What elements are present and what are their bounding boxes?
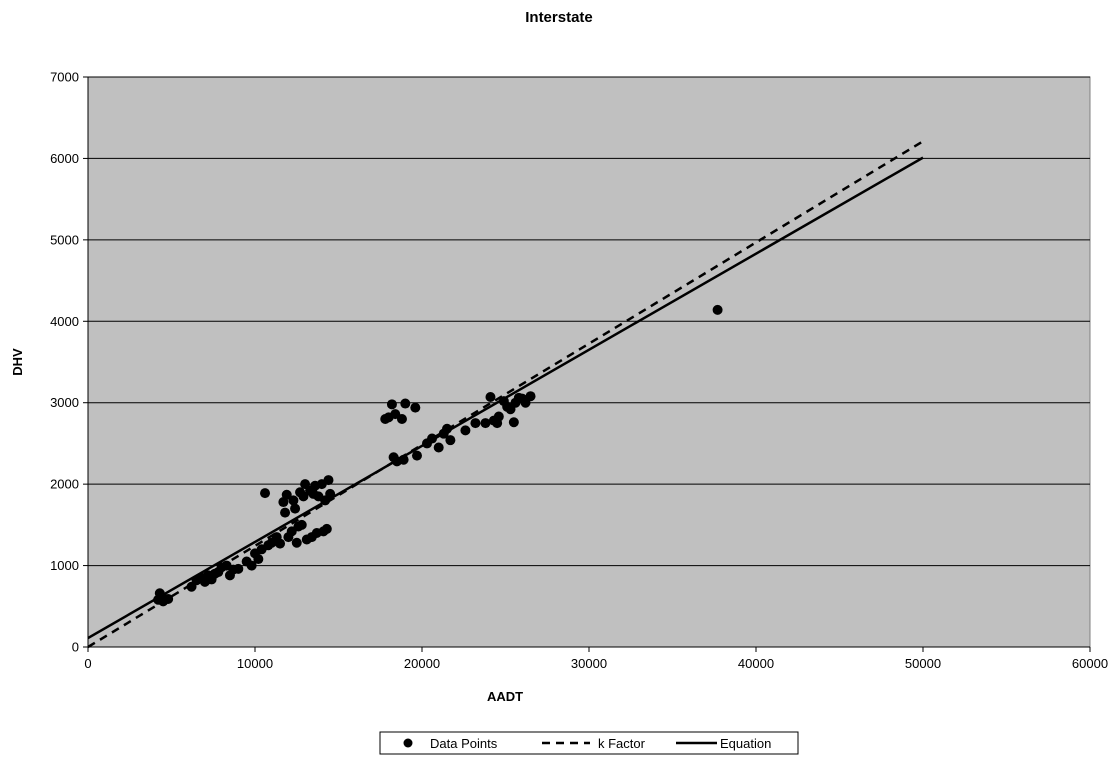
data-point [485,392,496,403]
data-point [712,304,723,315]
x-tick-label: 0 [84,656,91,671]
data-point [398,454,409,465]
data-point [275,538,286,549]
y-tick-label: 0 [72,640,79,655]
data-point [492,418,503,429]
plot-area: 0 1000 2000 3000 4000 5000 6000 7000 0 10000 20000… [50,70,1108,672]
data-point [433,442,444,453]
legend-label-k-factor: k Factor [598,736,646,751]
data-point [400,398,411,409]
x-tick-label: 10000 [237,656,273,671]
legend: Data Points k Factor Equation [379,731,799,755]
data-point [470,418,481,429]
data-point [460,425,471,436]
data-point [445,435,456,446]
data-point [508,417,519,428]
data-point [427,433,438,444]
data-point [323,475,334,486]
data-point [281,489,292,500]
data-point [396,414,407,424]
data-point [246,560,257,571]
chart-title: Interstate [525,9,593,26]
legend-label-equation: Equation [720,736,771,751]
x-tick-label: 20000 [404,656,440,671]
x-tick-label: 40000 [738,656,774,671]
data-point [298,491,309,502]
data-point [411,450,422,461]
data-point [233,563,244,574]
x-axis-title: AADT [487,689,523,704]
data-point [260,488,271,499]
data-point [410,402,421,413]
data-point [296,519,307,530]
data-point [442,423,453,434]
y-tick-label: 7000 [50,70,79,85]
x-tick-label: 30000 [571,656,607,671]
data-point [288,495,299,506]
data-point [525,391,536,402]
data-point [158,596,169,607]
y-tick-label: 6000 [50,151,79,166]
y-tick-label: 5000 [50,232,79,247]
data-point [253,554,264,565]
data-point [325,488,336,499]
data-point [321,523,332,534]
data-point [280,507,291,518]
y-tick-label: 1000 [50,558,79,573]
data-point [290,503,301,514]
data-point [386,399,397,410]
y-tick-label: 2000 [50,477,79,492]
y-tick-label: 4000 [50,314,79,329]
x-tick-label: 60000 [1072,656,1108,671]
x-tick-label: 50000 [905,656,941,671]
legend-marker-data-points [403,738,413,748]
y-axis-title: DHV [10,348,25,376]
plot-background [87,76,1091,648]
data-point [480,418,491,429]
data-point [291,537,302,548]
legend-label-data-points: Data Points [430,736,498,751]
k-factor-line [87,140,924,649]
y-tick-label: 3000 [50,395,79,410]
